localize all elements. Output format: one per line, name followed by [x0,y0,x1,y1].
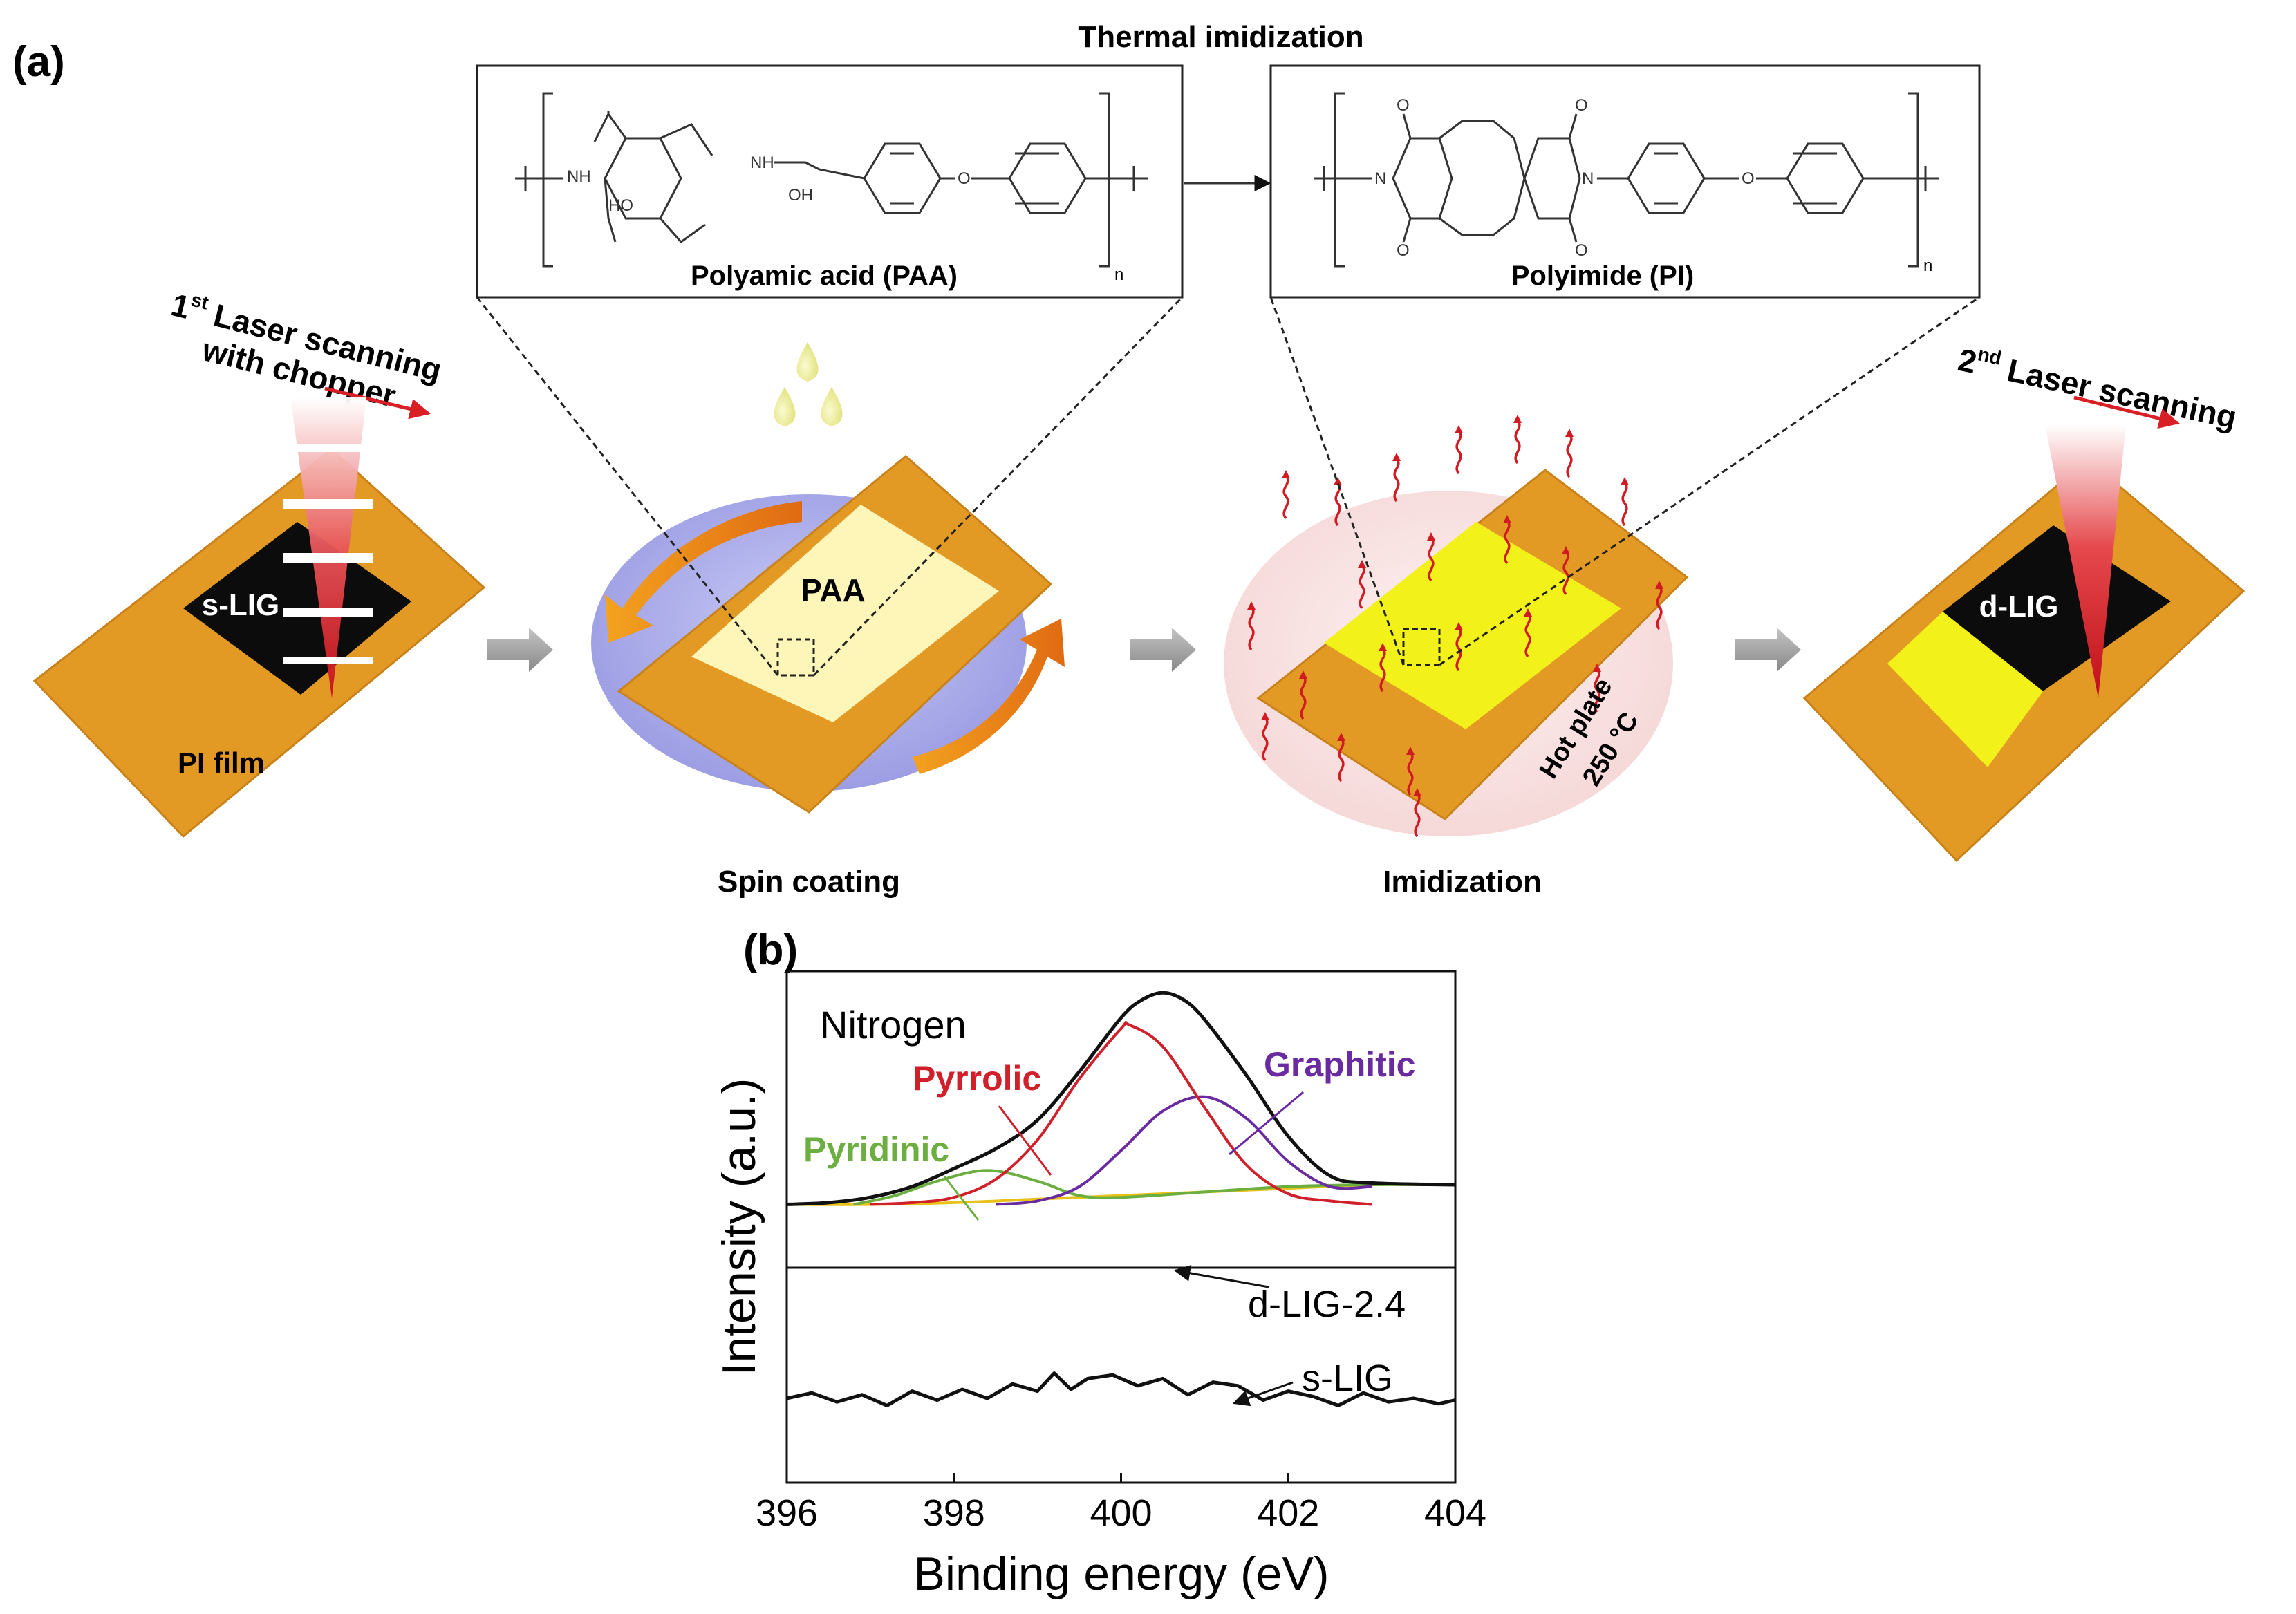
y-axis-label: Intensity (a.u.) [713,1078,765,1376]
paa-zoom-box [776,638,815,677]
pyrrolic-annotation: Pyrrolic [913,1059,1041,1098]
svg-text:O: O [1575,241,1588,260]
d-lig-arrow [1173,1264,1269,1288]
d-lig-patch [1943,525,2171,691]
x-tick-label: 402 [1257,1492,1319,1534]
pi-bonds [1314,113,1939,243]
svg-text:n: n [1923,256,1932,275]
x-tick-label: 400 [1090,1492,1152,1534]
paa-bonds [515,111,1148,244]
spin-swirl-arrow-2 [913,619,1065,774]
panel-b-label: (b) [743,926,798,974]
x-tick-label: 398 [923,1492,985,1534]
process-arrow-3 [1735,628,1801,672]
svg-text:O: O [958,169,971,188]
s-lig-arrow [1232,1381,1294,1407]
laser-direction-arrow-1 [324,386,431,420]
pyridinic-annotation: Pyridinic [803,1130,949,1169]
spin-coating-label: Spin coating [718,865,900,899]
paa-caption: Polyamic acid (PAA) [691,261,958,291]
svg-text:O: O [1397,96,1410,115]
pi-zoom-box [1402,628,1441,666]
svg-text:n: n [1114,265,1123,284]
series-pyrrolic [870,1021,1372,1206]
pi-zoom-line-right [1439,296,1980,666]
svg-text:NH: NH [750,153,774,172]
d-lig-annotation: d-LIG-2.4 [1248,1284,1406,1325]
x-tick-label: 404 [1424,1492,1486,1534]
svg-text:N: N [1582,169,1594,188]
stage-1-pi-film: 1st Laser scanning with chopper s-LIG PI… [32,286,486,838]
stage-2-spin-coating: PAA Spin coating [591,342,1065,899]
graphitic-annotation: Graphitic [1264,1045,1415,1084]
pi-structure-box: n N N O O O O O Polyimide (PI) [1269,64,1981,299]
imidization-label: Imidization [1383,865,1542,899]
s-lig-annotation: s-LIG [1302,1358,1393,1399]
chopped-laser-beam-1 [283,397,373,698]
paa-structure-box: n NH NH HO OH O Polyamic acid (PAA) [476,64,1184,299]
pyrrolic-leader-line [998,1105,1052,1176]
pi-layer [1324,522,1621,729]
x-axis-label: Binding energy (eV) [913,1548,1329,1600]
paa-label: PAA [801,572,866,608]
x-ticks: 396 398 400 402 404 [756,1473,1486,1534]
unscanned-pi-layer [1887,612,2043,767]
svg-text:O: O [1575,96,1588,115]
step2-title: 2nd Laser scanning [1955,339,2241,435]
series-envelope [786,991,1456,1206]
pi-film-label: PI film [178,747,265,779]
svg-text:NH: NH [567,167,591,186]
series-graphitic [996,1095,1372,1206]
svg-text:OH: OH [788,186,813,205]
laser-beam-2 [2045,425,2126,698]
svg-text:O: O [1397,241,1410,260]
process-arrow-1 [487,628,553,672]
paa-layer [691,505,999,722]
xps-chart: Nitrogen Binding energy (eV) Intensity (… [713,970,1486,1600]
s-lig-label: s-LIG [202,588,279,622]
chart-title: Nitrogen [820,1003,967,1047]
paa-zoom-line-right [812,296,1184,677]
pi-caption: Polyimide (PI) [1511,261,1695,291]
panel-a-label: (a) [12,38,65,86]
graphitic-leader-line [1229,1091,1304,1156]
laser-direction-arrow-2 [2073,395,2180,429]
stage-3-imidization: Hot plate 250 °C Imidization [1224,413,1689,899]
d-lig-label: d-LIG [1979,590,2059,623]
series-layer [786,991,1456,1407]
paa-zoom-line-left [476,297,779,676]
pyridinic-leader-line [943,1176,980,1221]
stage-4-second-laser: 2nd Laser scanning d-LIG [1802,339,2246,863]
svg-text:N: N [1374,169,1386,188]
thermal-imidization-title: Thermal imidization [1078,20,1363,54]
svg-text:HO: HO [608,196,633,215]
svg-text:O: O [1742,169,1755,188]
series-s-lig [786,1371,1456,1407]
pi-zoom-line-left [1269,297,1405,666]
process-arrow-2 [1130,628,1196,672]
paa-droplets [774,342,843,426]
x-tick-label: 396 [756,1492,818,1534]
spin-swirl-arrow-1 [605,501,802,643]
